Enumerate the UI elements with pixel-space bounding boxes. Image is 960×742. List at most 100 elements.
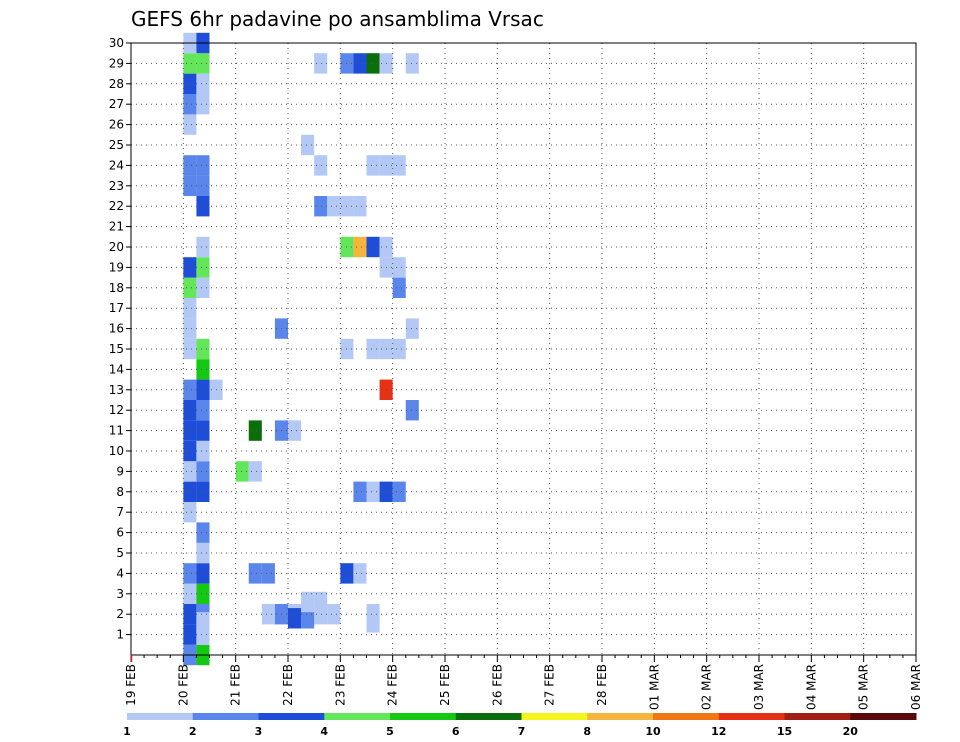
precip-cell [183,440,197,462]
colorbar-label: 2 [189,725,197,738]
precip-cell [183,400,197,421]
x-tick-label: 01 MAR [647,664,661,710]
x-tick-label: 26 FEB [490,664,504,706]
precip-cell [183,155,197,176]
colorbar-label: 4 [320,725,328,738]
y-tick-label: 9 [116,464,124,478]
precip-cell [183,277,197,298]
x-tick-label: 06 MAR [909,664,923,710]
y-tick-label: 23 [109,179,124,193]
y-tick-label: 11 [109,424,124,438]
colorbar-segment [521,713,588,720]
colorbar-segment [390,713,457,720]
y-tick-label: 1 [116,628,124,642]
precip-cell [353,563,367,584]
precip-cell [183,379,197,400]
precip-cell [261,604,275,625]
precip-cell [366,53,380,74]
precip-cell [183,583,197,604]
precip-cell [196,583,210,604]
precip-cell [196,94,210,115]
y-tick-label: 7 [116,505,124,519]
y-tick-label: 25 [109,138,124,152]
precip-cell [196,338,210,360]
colorbar-segment [258,713,325,720]
colorbar-label: 20 [843,725,859,738]
precip-cell [248,563,262,584]
x-tick-label: 21 FEB [229,664,243,706]
precip-cell [301,591,315,613]
precip-cell [196,277,210,298]
precip-cell [301,608,315,629]
precip-cell [196,400,210,421]
precip-cell [405,53,419,74]
colorbar-label: 12 [711,725,726,738]
precip-cell [183,257,197,278]
x-tick-label: 23 FEB [333,664,347,706]
precip-cell [327,604,341,625]
y-tick-label: 10 [109,444,124,458]
colorbar-segment [324,713,391,720]
y-tick-label: 30 [109,36,124,50]
precip-cell [314,591,328,613]
colorbar-segment [850,713,917,720]
colorbar-label: 8 [583,725,591,738]
precip-cell [183,175,197,196]
precip-cell [196,461,210,482]
precip-cell [405,400,419,421]
y-tick-label: 24 [109,158,124,172]
precip-cell [366,236,380,258]
x-tick-label: 02 MAR [700,664,714,710]
precip-cell [248,461,262,482]
x-tick-label: 25 FEB [438,664,452,706]
precip-cell [183,318,197,339]
precip-cell [183,604,197,625]
precip-cell [183,624,197,645]
precip-cell [196,379,210,400]
precip-cell [392,338,406,360]
y-axis-ticks: 1234567891011121314151617181920212223242… [109,36,131,642]
precip-cell [183,94,197,115]
y-tick-label: 19 [109,260,124,274]
y-tick-label: 17 [109,301,124,315]
precip-cell [183,563,197,584]
precip-cell [196,155,210,176]
precip-cell [196,73,210,94]
y-tick-label: 14 [109,362,124,376]
y-tick-label: 8 [116,485,124,499]
precip-cell [301,134,315,156]
x-tick-label: 19 FEB [124,664,138,706]
precip-cell [327,196,341,217]
colorbar-segment [653,713,720,720]
x-tick-label: 22 FEB [281,664,295,706]
y-tick-label: 2 [116,607,124,621]
y-tick-label: 15 [109,342,124,356]
precip-cell [353,196,367,217]
colorbar-label: 10 [645,725,661,738]
precip-cell [196,236,210,258]
y-tick-label: 29 [109,56,124,70]
precip-cell [183,481,197,502]
colorbar-label: 3 [255,725,263,738]
colorbar-segment [192,713,259,720]
precip-cell [353,481,367,502]
colorbar-segment [784,713,851,720]
y-tick-label: 12 [109,403,124,417]
precip-cell [196,420,210,441]
precip-cell [314,53,328,74]
x-tick-label: 05 MAR [857,664,871,710]
colorbar-segment [587,713,654,720]
x-axis-ticks: 19 FEB 20 FEB 21 FEB 22 FEB 23 FEB 24 FEB 25 F… [124,655,923,710]
plot-cells [183,32,419,666]
y-tick-label: 3 [116,587,124,601]
precip-cell [405,318,419,339]
y-tick-label: 21 [109,220,124,234]
precip-cell [235,461,249,482]
precip-cell [183,114,197,135]
y-tick-label: 16 [109,322,124,336]
precip-cell [183,461,197,482]
x-tick-label: 03 MAR [752,664,766,710]
precip-cell [196,359,210,380]
y-tick-label: 18 [109,281,124,295]
